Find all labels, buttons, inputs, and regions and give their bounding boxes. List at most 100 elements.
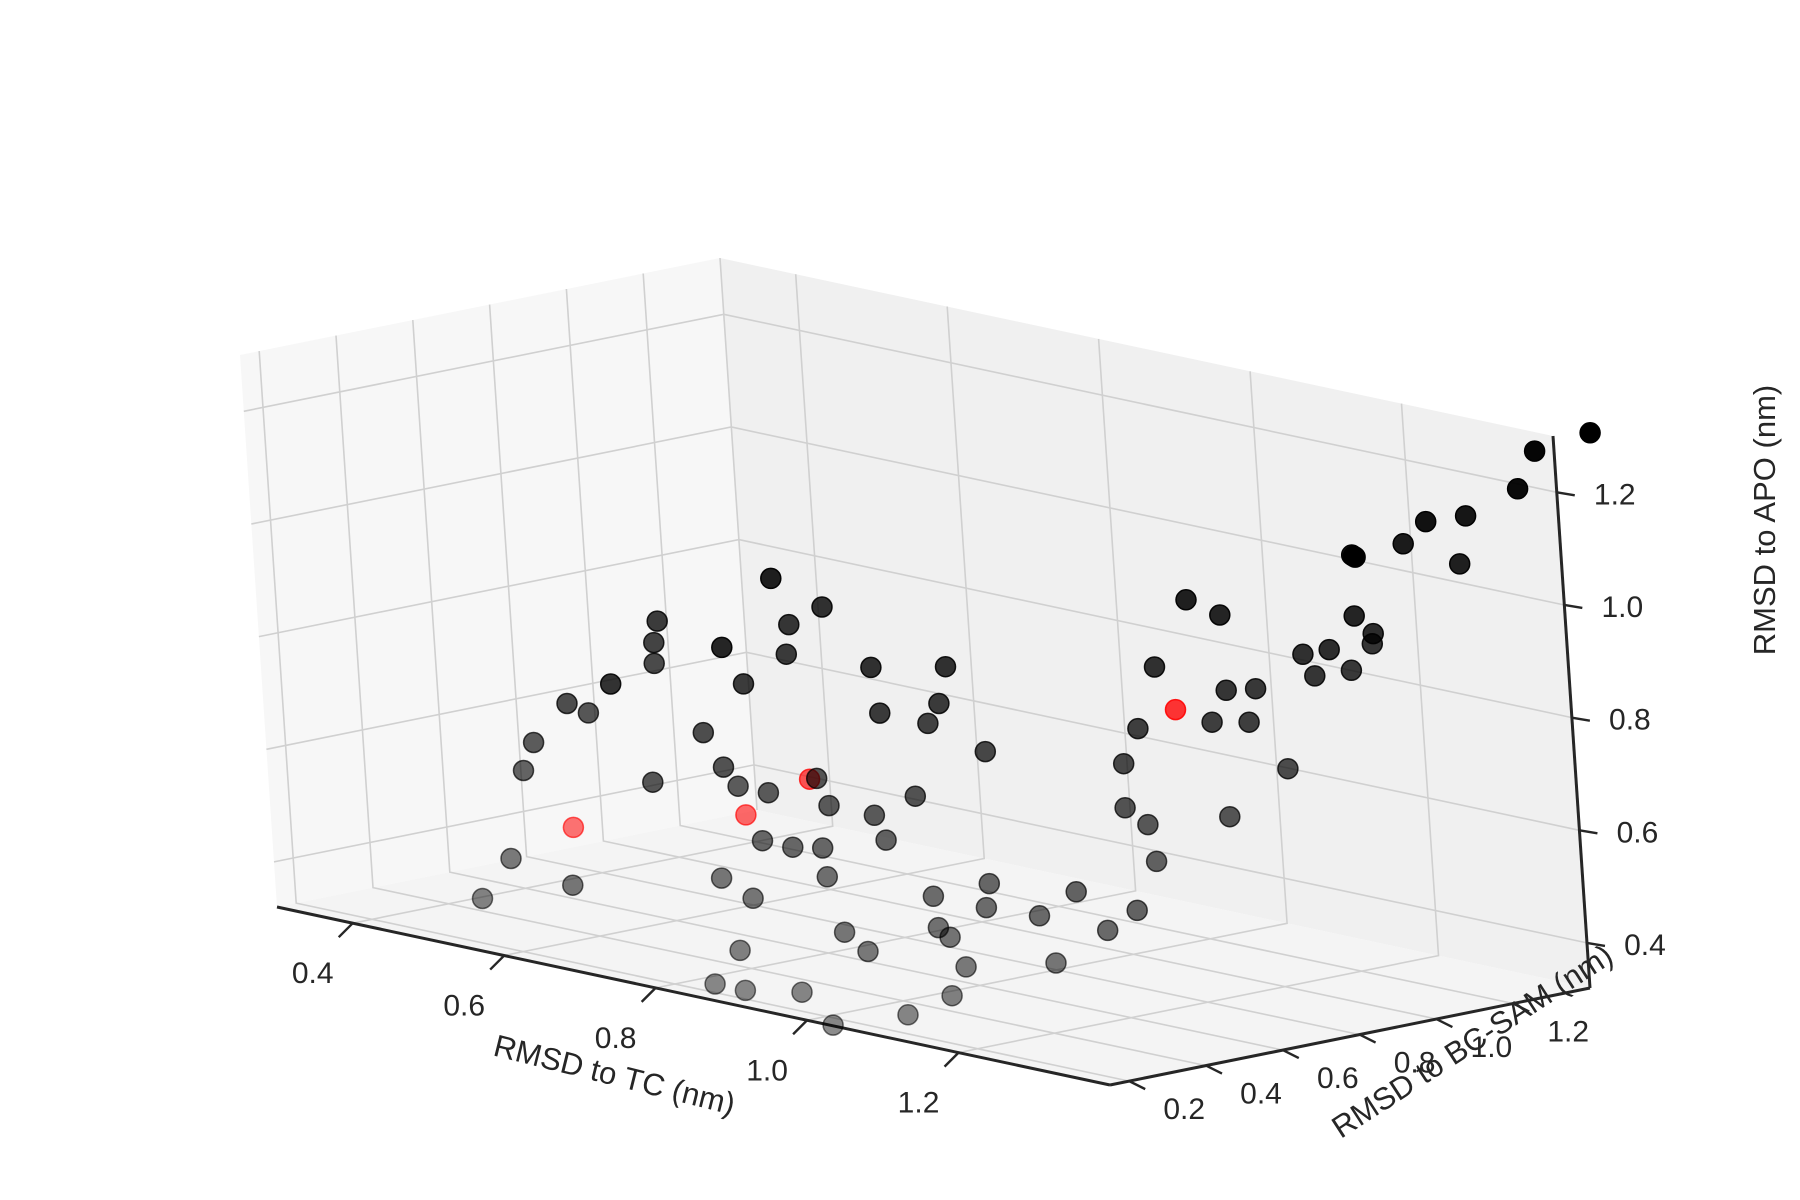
data-point	[562, 874, 584, 896]
data-point	[1318, 638, 1340, 661]
data-point	[822, 1014, 844, 1036]
data-point	[922, 885, 945, 908]
data-point	[975, 896, 998, 919]
x-tick-label: 0.6	[443, 990, 485, 1023]
data-point	[512, 759, 535, 782]
y-tick-label: 0.4	[1240, 1078, 1282, 1111]
z-axis-line	[1551, 435, 1592, 989]
y-tick-mark	[1435, 1017, 1453, 1029]
data-point	[897, 1004, 919, 1026]
z-tick-mark	[1556, 491, 1575, 497]
grid-line-y	[412, 320, 1283, 1051]
data-point	[757, 781, 780, 804]
axis-lines	[276, 435, 1606, 1091]
data-point	[1215, 679, 1237, 702]
data-point	[782, 836, 804, 858]
y-tick-mark	[1359, 1033, 1377, 1044]
z-tick-mark	[1586, 941, 1606, 948]
data-point	[1219, 805, 1241, 828]
data-point	[791, 981, 813, 1003]
z-tick-label: 1.0	[1601, 591, 1643, 624]
grid-line-x	[806, 371, 1288, 1022]
y-tick-label: 0.6	[1317, 1062, 1359, 1095]
tick-labels: 0.4 0.6 0.8 1.0 1.2 0.2 0.4 0.6 0.8 1.0 1.2 0.4 0.6 0…	[292, 478, 1666, 1126]
data-point	[1137, 813, 1159, 836]
data-point	[1145, 850, 1168, 873]
data-point	[760, 567, 782, 590]
y-tick-mark	[1512, 1002, 1530, 1013]
grid-line-y	[488, 304, 1360, 1036]
z-tick-mark	[1571, 716, 1591, 722]
x-tick-label: 0.8	[595, 1022, 637, 1055]
data-point	[711, 636, 733, 659]
data-point	[863, 804, 886, 827]
data-point	[1340, 544, 1363, 566]
data-point	[727, 775, 749, 797]
y-tick-mark	[1282, 1049, 1300, 1060]
data-point	[928, 692, 950, 715]
data-point	[811, 837, 834, 859]
data-point	[1201, 711, 1223, 733]
data-point	[939, 926, 961, 948]
data-point	[816, 866, 839, 888]
data-point	[860, 656, 882, 679]
grid-line-x	[504, 306, 986, 957]
data-point	[869, 702, 891, 724]
y-axis-line	[1109, 986, 1591, 1087]
x-tick-mark	[943, 1051, 960, 1068]
data-point	[805, 767, 828, 790]
data-point	[1114, 797, 1136, 819]
data-point	[775, 643, 798, 665]
data-point	[1414, 510, 1437, 533]
data-point	[904, 785, 927, 807]
data-point	[1209, 604, 1231, 626]
data-point	[941, 984, 963, 1007]
data-point	[556, 692, 578, 715]
data-point	[1112, 752, 1135, 775]
data-point	[642, 771, 664, 793]
data-point	[646, 610, 668, 632]
grid-line-x	[352, 274, 834, 924]
x-tick-label: 1.2	[898, 1087, 940, 1120]
z-tick-mark	[1564, 603, 1583, 610]
data-point	[710, 867, 733, 889]
z-tick-label: 0.6	[1617, 816, 1659, 849]
data-points	[471, 422, 1601, 1036]
grid-line-y	[335, 335, 1207, 1067]
data-point	[1343, 605, 1365, 627]
data-point	[1244, 677, 1267, 700]
data-point	[1045, 952, 1067, 974]
data-point	[704, 973, 726, 995]
axis-panes	[240, 258, 1590, 1085]
data-point	[1392, 533, 1414, 555]
data-point	[732, 673, 755, 695]
data-point	[1292, 643, 1314, 666]
data-point	[1523, 440, 1546, 462]
y-tick-label: 1.0	[1471, 1031, 1513, 1064]
x-tick-mark	[792, 1019, 808, 1036]
data-point	[643, 631, 665, 654]
data-point	[599, 673, 622, 695]
data-point	[778, 613, 800, 636]
data-point	[1065, 881, 1087, 903]
data-point	[729, 939, 751, 962]
z-axis-label: RMSD to APO (nm)	[1747, 385, 1782, 655]
highlight-point	[562, 816, 585, 839]
y-tick-mark	[1205, 1064, 1223, 1075]
data-point	[934, 655, 957, 678]
data-point	[1361, 633, 1384, 655]
data-point	[742, 887, 764, 910]
data-point	[833, 921, 856, 943]
data-point	[577, 702, 600, 724]
data-point	[692, 721, 715, 744]
data-point	[1175, 589, 1197, 611]
highlight-point	[1164, 698, 1187, 721]
left-pane	[240, 258, 757, 907]
data-point	[1304, 665, 1326, 687]
y-tick-label: 0.2	[1163, 1093, 1205, 1126]
z-tick-label: 0.4	[1624, 929, 1666, 962]
data-point	[1028, 905, 1051, 927]
grid-edge	[719, 257, 758, 811]
back-pane	[720, 258, 1590, 988]
